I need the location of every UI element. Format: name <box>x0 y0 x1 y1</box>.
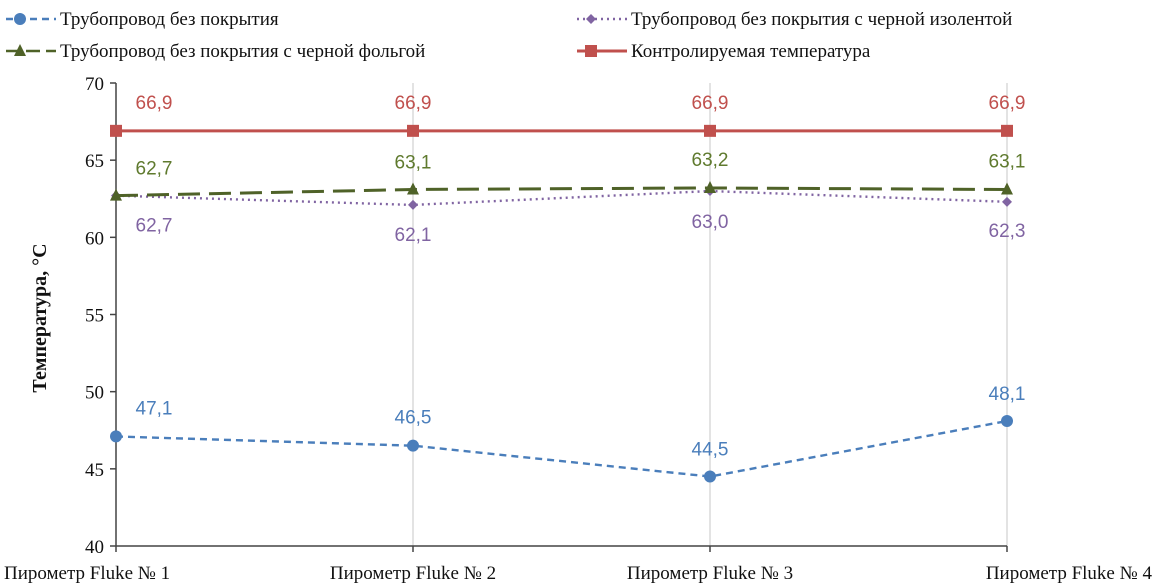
data-label: 47,1 <box>136 398 173 419</box>
data-point <box>1001 414 1013 427</box>
y-tick-label: 50 <box>85 383 104 404</box>
legend-item: Трубопровод без покрытия с черной фольго… <box>6 41 425 62</box>
series-4 <box>110 124 1013 137</box>
data-label: 66,9 <box>989 93 1026 114</box>
series-line <box>115 186 1008 198</box>
series-3 <box>110 180 1013 201</box>
legend-label: Трубопровод без покрытия с черной фольго… <box>60 41 425 62</box>
legend-label: Трубопровод без покрытия с черной изолен… <box>631 9 1012 30</box>
x-category-label: Пирометр Fluke № 1 <box>4 563 170 583</box>
y-tick-label: 55 <box>85 306 104 327</box>
data-label: 63,2 <box>692 150 729 171</box>
data-label: 46,5 <box>395 408 432 429</box>
data-label: 44,5 <box>692 440 729 461</box>
data-point <box>407 439 419 452</box>
axes: 40 45 50 55 60 65 70 Пирометр Fluke № 1 Пирометр… <box>4 74 1153 584</box>
series-1 <box>110 414 1013 483</box>
legend: Трубопровод без покрытия Трубопровод без … <box>6 9 1012 62</box>
legend-marker <box>14 13 26 25</box>
data-point <box>704 470 716 483</box>
series-line <box>115 419 1008 478</box>
legend-item: Контролируемая температура <box>577 41 871 62</box>
series <box>110 124 1013 483</box>
data-label: 62,7 <box>136 216 173 237</box>
data-point <box>1002 196 1012 207</box>
data-point <box>704 180 716 193</box>
legend-marker <box>586 14 596 24</box>
data-label: 63,1 <box>395 152 432 173</box>
data-label: 66,9 <box>692 93 729 114</box>
data-point <box>704 124 716 137</box>
x-category-label: Пирометр Fluke № 3 <box>627 563 793 583</box>
data-point <box>110 124 122 137</box>
y-tick-label: 45 <box>85 460 104 481</box>
data-label: 48,1 <box>989 384 1026 405</box>
grid <box>412 83 1008 546</box>
data-label: 62,1 <box>395 225 432 246</box>
legend-item: Трубопровод без покрытия с черной изолен… <box>577 9 1012 30</box>
legend-label: Трубопровод без покрытия <box>60 9 279 30</box>
data-point <box>407 124 419 137</box>
data-label: 66,9 <box>395 93 432 114</box>
y-axis-title: Температура, °С <box>29 243 51 392</box>
data-label: 66,9 <box>136 93 173 114</box>
series-line <box>115 189 1008 207</box>
data-point <box>1001 124 1013 137</box>
data-point <box>408 199 418 210</box>
data-point <box>110 430 122 443</box>
data-point <box>110 188 122 201</box>
data-point <box>407 182 419 195</box>
data-labels: 47,1 46,5 44,5 48,1 62,7 62,1 63,0 62,3 62,7 63,1… <box>136 93 1026 461</box>
y-tick-label: 40 <box>85 537 104 558</box>
legend-label: Контролируемая температура <box>631 41 871 62</box>
legend-marker <box>585 45 597 57</box>
legend-marker <box>14 44 26 56</box>
y-tick-label: 70 <box>85 74 104 95</box>
legend-item: Трубопровод без покрытия <box>6 9 279 30</box>
data-label: 63,0 <box>692 212 729 233</box>
x-category-label: Пирометр Fluke № 2 <box>330 563 496 583</box>
data-label: 62,7 <box>136 159 173 180</box>
y-tick-label: 65 <box>85 151 104 172</box>
data-point <box>1001 182 1013 195</box>
y-tick-label: 60 <box>85 228 104 249</box>
data-label: 63,1 <box>989 151 1026 172</box>
data-label: 62,3 <box>989 221 1026 242</box>
x-category-label: Пирометр Fluke № 4 <box>986 563 1153 583</box>
